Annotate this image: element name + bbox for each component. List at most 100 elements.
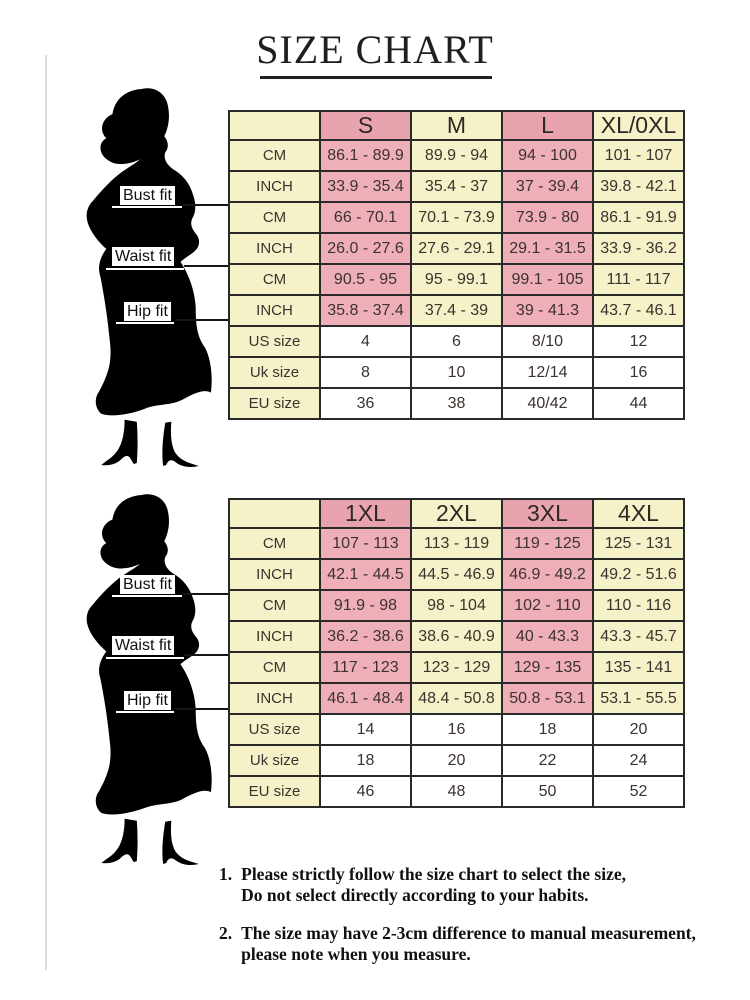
size-value-cell: 18 bbox=[319, 744, 412, 777]
table-row: Uk size 18 20 22 24 bbox=[228, 744, 685, 777]
table-row: INCH 46.1 - 48.4 48.4 - 50.8 50.8 - 53.1 53.… bbox=[228, 682, 685, 715]
table-row: CM 90.5 - 95 95 - 99.1 99.1 - 105 111 - 117 bbox=[228, 263, 685, 296]
bust-connector-line bbox=[183, 204, 228, 206]
table-row: CM 86.1 - 89.9 89.9 - 94 94 - 100 101 - 107 bbox=[228, 139, 685, 172]
size-value-cell: 6 bbox=[410, 325, 503, 358]
size-value-cell: 39 - 41.3 bbox=[501, 294, 594, 327]
size-column-header: 4XL bbox=[592, 498, 685, 529]
size-value-cell: 101 - 107 bbox=[592, 139, 685, 172]
woman-silhouette bbox=[86, 88, 212, 467]
note-1: 1. Please strictly follow the size chart… bbox=[219, 864, 744, 906]
bust-fit-label: Bust fit bbox=[120, 575, 175, 594]
size-value-cell: 86.1 - 89.9 bbox=[319, 139, 412, 172]
size-value-cell: 89.9 - 94 bbox=[410, 139, 503, 172]
size-value-cell: 123 - 129 bbox=[410, 651, 503, 684]
size-value-cell: 95 - 99.1 bbox=[410, 263, 503, 296]
bust-fit-label: Bust fit bbox=[120, 186, 175, 205]
note-line: The size may have 2-3cm difference to ma… bbox=[241, 923, 696, 943]
size-value-cell: 38 bbox=[410, 387, 503, 420]
size-value-cell: 44 bbox=[592, 387, 685, 420]
size-column-header: XL/0XL bbox=[592, 110, 685, 141]
size-table-plus: 1XL 2XL 3XL 4XL CM 107 - 113 113 - 119 119 - 12… bbox=[228, 498, 685, 808]
table-row: INCH 35.8 - 37.4 37.4 - 39 39 - 41.3 43.7 - … bbox=[228, 294, 685, 327]
page-title: SIZE CHART bbox=[256, 27, 494, 72]
row-label: INCH bbox=[228, 682, 321, 715]
note-number: 2. bbox=[219, 923, 233, 943]
size-value-cell: 40/42 bbox=[501, 387, 594, 420]
row-label: INCH bbox=[228, 558, 321, 591]
note-line: Please strictly follow the size chart to… bbox=[241, 864, 626, 884]
size-column-header: L bbox=[501, 110, 594, 141]
row-label: CM bbox=[228, 527, 321, 560]
size-value-cell: 102 - 110 bbox=[501, 589, 594, 622]
size-value-cell: 29.1 - 31.5 bbox=[501, 232, 594, 265]
hip-measure-line bbox=[116, 322, 174, 324]
waist-connector-line bbox=[184, 654, 228, 656]
size-value-cell: 119 - 125 bbox=[501, 527, 594, 560]
size-value-cell: 43.7 - 46.1 bbox=[592, 294, 685, 327]
note-2: 2. The size may have 2-3cm difference to… bbox=[219, 923, 744, 965]
bust-connector-line bbox=[183, 593, 228, 595]
size-value-cell: 27.6 - 29.1 bbox=[410, 232, 503, 265]
size-value-cell: 16 bbox=[592, 356, 685, 389]
waist-measure-line bbox=[106, 657, 184, 659]
size-value-cell: 8 bbox=[319, 356, 412, 389]
size-value-cell: 73.9 - 80 bbox=[501, 201, 594, 234]
size-value-cell: 44.5 - 46.9 bbox=[410, 558, 503, 591]
size-column-header: S bbox=[319, 110, 412, 141]
table-row: INCH 42.1 - 44.5 44.5 - 46.9 46.9 - 49.2 49.… bbox=[228, 558, 685, 591]
size-value-cell: 98 - 104 bbox=[410, 589, 503, 622]
note-line: please note when you measure. bbox=[241, 944, 471, 964]
table-row: CM 117 - 123 123 - 129 129 - 135 135 - 141 bbox=[228, 651, 685, 684]
size-value-cell: 48.4 - 50.8 bbox=[410, 682, 503, 715]
size-value-cell: 35.8 - 37.4 bbox=[319, 294, 412, 327]
size-value-cell: 110 - 116 bbox=[592, 589, 685, 622]
row-label: US size bbox=[228, 713, 321, 746]
row-label: INCH bbox=[228, 170, 321, 203]
row-label: CM bbox=[228, 651, 321, 684]
row-label: CM bbox=[228, 201, 321, 234]
size-value-cell: 117 - 123 bbox=[319, 651, 412, 684]
size-table-regular: S M L XL/0XL CM 86.1 - 89.9 89.9 - 94 94 - 100 1… bbox=[228, 110, 685, 420]
size-value-cell: 111 - 117 bbox=[592, 263, 685, 296]
notes: 1. Please strictly follow the size chart… bbox=[219, 864, 744, 982]
size-value-cell: 37.4 - 39 bbox=[410, 294, 503, 327]
size-value-cell: 14 bbox=[319, 713, 412, 746]
table-row: INCH 36.2 - 38.6 38.6 - 40.9 40 - 43.3 43.3 … bbox=[228, 620, 685, 653]
row-label: CM bbox=[228, 139, 321, 172]
row-label: INCH bbox=[228, 294, 321, 327]
size-value-cell: 46.9 - 49.2 bbox=[501, 558, 594, 591]
waist-fit-label: Waist fit bbox=[112, 636, 175, 655]
table-row: US size 4 6 8/10 12 bbox=[228, 325, 685, 358]
table-row: INCH 33.9 - 35.4 35.4 - 37 37 - 39.4 39.8 - … bbox=[228, 170, 685, 203]
size-value-cell: 50 bbox=[501, 775, 594, 808]
size-value-cell: 46 bbox=[319, 775, 412, 808]
table-row: CM 107 - 113 113 - 119 119 - 125 125 - 131 bbox=[228, 527, 685, 560]
size-value-cell: 129 - 135 bbox=[501, 651, 594, 684]
size-value-cell: 39.8 - 42.1 bbox=[592, 170, 685, 203]
waist-measure-line bbox=[106, 268, 184, 270]
size-value-cell: 20 bbox=[592, 713, 685, 746]
table-row: US size 14 16 18 20 bbox=[228, 713, 685, 746]
size-column-header: 2XL bbox=[410, 498, 503, 529]
size-value-cell: 43.3 - 45.7 bbox=[592, 620, 685, 653]
size-column-header: 3XL bbox=[501, 498, 594, 529]
hip-fit-label: Hip fit bbox=[124, 302, 171, 321]
size-value-cell: 90.5 - 95 bbox=[319, 263, 412, 296]
table-row: CM 91.9 - 98 98 - 104 102 - 110 110 - 116 bbox=[228, 589, 685, 622]
row-label: INCH bbox=[228, 232, 321, 265]
size-value-cell: 40 - 43.3 bbox=[501, 620, 594, 653]
size-value-cell: 50.8 - 53.1 bbox=[501, 682, 594, 715]
row-label: US size bbox=[228, 325, 321, 358]
size-value-cell: 52 bbox=[592, 775, 685, 808]
table-row: CM 66 - 70.1 70.1 - 73.9 73.9 - 80 86.1 - 91… bbox=[228, 201, 685, 234]
hip-fit-label: Hip fit bbox=[124, 691, 171, 710]
size-value-cell: 16 bbox=[410, 713, 503, 746]
waist-connector-line bbox=[184, 265, 228, 267]
woman-silhouette bbox=[86, 494, 212, 865]
size-value-cell: 66 - 70.1 bbox=[319, 201, 412, 234]
size-value-cell: 135 - 141 bbox=[592, 651, 685, 684]
size-value-cell: 8/10 bbox=[501, 325, 594, 358]
size-value-cell: 22 bbox=[501, 744, 594, 777]
size-value-cell: 113 - 119 bbox=[410, 527, 503, 560]
